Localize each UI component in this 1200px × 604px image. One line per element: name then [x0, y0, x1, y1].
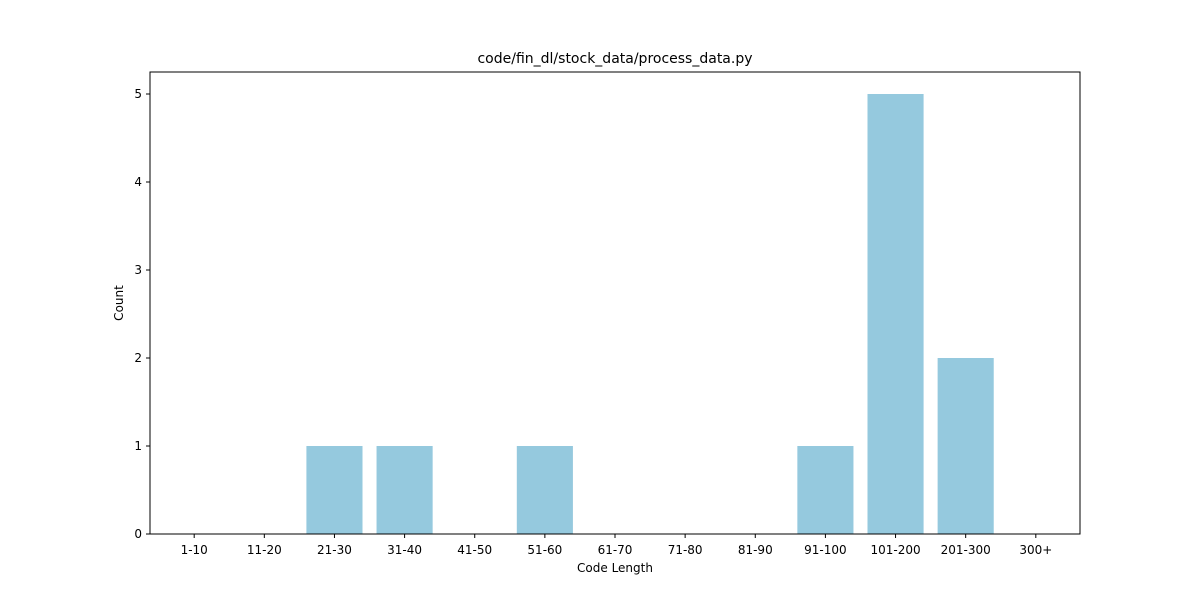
x-tick-label: 101-200 — [870, 543, 920, 557]
chart-title: code/fin_dl/stock_data/process_data.py — [477, 51, 752, 67]
x-tick-label: 21-30 — [317, 543, 352, 557]
bar-21-30 — [306, 446, 363, 534]
bar-31-40 — [376, 446, 433, 534]
x-tick-label: 81-90 — [738, 543, 773, 557]
y-tick-label: 0 — [134, 527, 142, 541]
y-tick-label: 4 — [134, 175, 142, 189]
x-axis-ticks: 1-10 11-20 21-30 31-40 41-50 51-60 61-70 71-80 8… — [181, 534, 1052, 557]
bars-layer — [306, 94, 994, 534]
x-tick-label: 300+ — [1019, 543, 1052, 557]
x-tick-label: 31-40 — [387, 543, 422, 557]
x-tick-label: 61-70 — [598, 543, 633, 557]
y-axis-label: Count — [112, 285, 126, 321]
x-tick-label: 71-80 — [668, 543, 703, 557]
y-axis-ticks: 0 1 2 3 4 5 — [134, 87, 150, 541]
bar-101-200 — [867, 94, 924, 534]
x-tick-label: 91-100 — [804, 543, 847, 557]
x-tick-label: 51-60 — [527, 543, 562, 557]
y-tick-label: 2 — [134, 351, 142, 365]
x-tick-label: 1-10 — [181, 543, 208, 557]
x-tick-label: 11-20 — [247, 543, 282, 557]
bar-201-300 — [937, 358, 994, 534]
x-tick-label: 201-300 — [941, 543, 991, 557]
y-tick-label: 5 — [134, 87, 142, 101]
y-tick-label: 3 — [134, 263, 142, 277]
bar-91-100 — [797, 446, 854, 534]
x-axis-label: Code Length — [577, 561, 653, 575]
y-tick-label: 1 — [134, 439, 142, 453]
x-tick-label: 41-50 — [457, 543, 492, 557]
bar-51-60 — [516, 446, 573, 534]
